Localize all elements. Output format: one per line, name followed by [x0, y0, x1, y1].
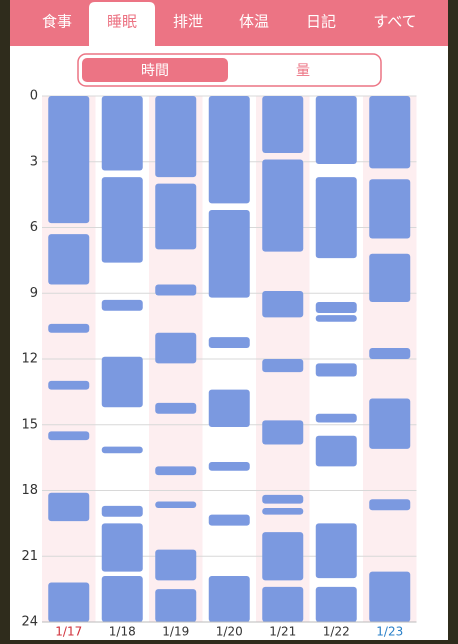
sleep-bar [262, 159, 304, 252]
tab-label[interactable]: 睡眠 [107, 13, 137, 31]
sleep-bar [155, 183, 197, 250]
sleep-bar [101, 575, 143, 622]
sleep-bar [262, 291, 304, 318]
sleep-bar [48, 431, 90, 441]
sleep-bar [48, 380, 90, 390]
sleep-bar [155, 332, 197, 364]
y-tick-label: 3 [30, 154, 38, 169]
y-tick-label: 6 [30, 220, 38, 235]
x-tick-label: 1/17 [55, 625, 82, 639]
sleep-bar [315, 435, 357, 467]
sleep-bar [262, 359, 304, 373]
sleep-bar [369, 179, 411, 239]
sleep-bar [369, 253, 411, 303]
y-tick-label: 18 [21, 483, 38, 498]
sleep-bar [101, 96, 143, 171]
sleep-bar [262, 532, 304, 581]
sleep-bar [315, 96, 357, 164]
toggle-label[interactable]: 時間 [141, 63, 169, 79]
sleep-bar [101, 299, 143, 311]
sleep-bar [262, 420, 304, 445]
sleep-bar [155, 589, 197, 622]
sleep-bar [155, 501, 197, 509]
sleep-bar [101, 523, 143, 572]
sleep-bar [155, 466, 197, 476]
x-tick-label: 1/21 [269, 625, 296, 639]
sleep-bar [208, 514, 250, 526]
sleep-bar [369, 348, 411, 359]
tab-label[interactable]: 食事 [42, 13, 72, 31]
sleep-bar [262, 494, 304, 504]
tab-label[interactable]: すべて [373, 13, 416, 31]
sleep-bar [208, 96, 250, 204]
toggle-active [82, 58, 228, 82]
sleep-bar [48, 582, 90, 622]
sleep-bar [101, 446, 143, 454]
sleep-bar [369, 571, 411, 622]
sleep-bar [315, 363, 357, 377]
x-tick-label: 1/23 [376, 625, 403, 639]
sleep-bar [262, 586, 304, 622]
y-tick-label: 21 [21, 549, 38, 564]
toggle-label[interactable]: 量 [296, 63, 310, 79]
active-tab [89, 2, 155, 46]
sleep-bar [101, 356, 143, 408]
sleep-bar [101, 505, 143, 517]
sleep-bar [369, 398, 411, 449]
tab-label[interactable]: 体温 [239, 13, 269, 31]
sleep-bar [155, 402, 197, 414]
sleep-bar [369, 96, 411, 169]
sleep-bar [208, 209, 250, 298]
sleep-bar [315, 586, 357, 622]
sleep-bar [208, 389, 250, 427]
sleep-bar [208, 462, 250, 471]
sleep-bar [155, 549, 197, 581]
y-tick-label: 24 [21, 615, 38, 630]
sleep-bar [155, 96, 197, 178]
sleep-bar [315, 315, 357, 322]
tab-label[interactable]: 日記 [306, 13, 336, 31]
sleep-bar [315, 523, 357, 579]
sleep-bar [262, 96, 304, 153]
tab-label[interactable]: 排泄 [173, 13, 203, 31]
sleep-bar [101, 177, 143, 263]
x-tick-label: 1/19 [162, 625, 189, 639]
sleep-bar [48, 492, 90, 522]
sleep-bar [208, 337, 250, 349]
sleep-bar [155, 284, 197, 296]
app: 食事 睡眠 排泄 体温 日記 すべて時間 量 0 3 6 9 12 15 18 21 24 1/17 1/18 1/… [10, 0, 448, 640]
sleep-bar [48, 234, 90, 285]
sleep-bar [315, 413, 357, 423]
sleep-bar [48, 96, 90, 224]
x-tick-label: 1/18 [109, 625, 136, 639]
y-tick-label: 0 [30, 89, 38, 104]
sleep-bar [208, 575, 250, 622]
sleep-bar [315, 177, 357, 259]
sleep-bar [369, 499, 411, 511]
y-tick-label: 9 [30, 286, 38, 301]
x-tick-label: 1/20 [216, 625, 243, 639]
tab-bar [10, 0, 448, 46]
sleep-bar [48, 323, 90, 333]
sleep-bar [262, 508, 304, 515]
x-tick-label: 1/22 [323, 625, 350, 639]
sleep-bar [315, 302, 357, 313]
y-tick-label: 12 [21, 352, 38, 367]
y-tick-label: 15 [21, 417, 38, 432]
